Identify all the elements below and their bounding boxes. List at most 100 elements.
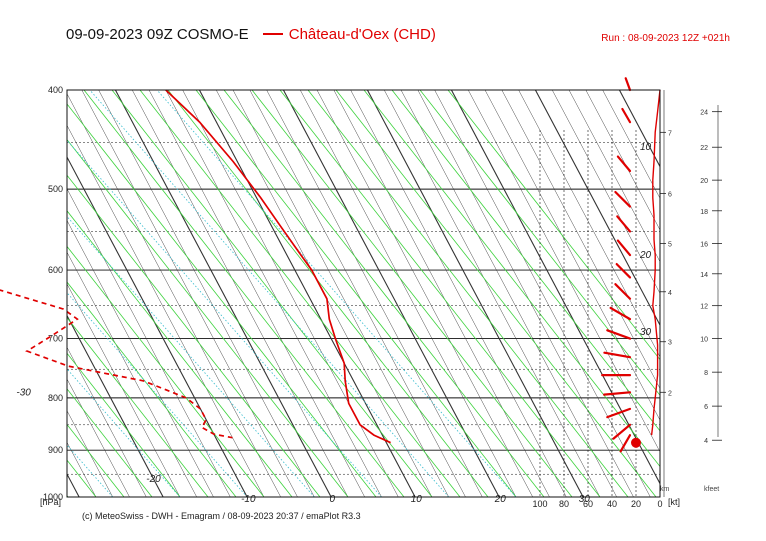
isotherm-line: [0, 90, 29, 497]
profile-line-dashed: [0, 289, 233, 439]
dry-adiabat-line: [195, 90, 517, 497]
dry-adiabat-line: [363, 90, 660, 468]
dry-adiabat-line: [67, 423, 125, 497]
title-station: Château-d'Oex (CHD): [288, 26, 436, 43]
isotherm-line: [67, 441, 97, 497]
dry-adiabat-line: [223, 90, 545, 497]
temperature-label: 0: [330, 494, 336, 505]
wind-speed-label: 20: [639, 250, 652, 261]
wind-barb: [624, 77, 632, 92]
isotherm-line: [132, 90, 349, 497]
wind-barb: [614, 283, 632, 300]
dry-adiabat-line: [111, 90, 433, 497]
dry-adiabat-line: [0, 90, 40, 497]
wind-barb: [609, 306, 632, 321]
isotherm-line: [417, 90, 634, 497]
mixing-ratio-line: [67, 444, 114, 497]
dry-adiabat-line: [447, 90, 660, 361]
isotherm-line: [552, 90, 660, 294]
wind-barb: [614, 190, 632, 208]
wind-barb: [621, 107, 632, 124]
dry-adiabat-line: [67, 352, 181, 497]
title-main: 09-09-2023 09Z COSMO-E: [66, 26, 249, 43]
run-label: Run : 08-09-2023 12Z +021h: [601, 33, 730, 44]
isotherm-line: [316, 90, 533, 497]
dry-adiabat-line: [67, 138, 349, 497]
isotherm-line: [114, 90, 332, 497]
dry-adiabat-line: [67, 245, 265, 497]
temperature-label: -20: [146, 474, 161, 485]
pressure-tick-label: 800: [48, 393, 63, 403]
dry-adiabat-line: [67, 388, 153, 497]
isotherm-line: [300, 90, 517, 497]
isotherm-line: [67, 124, 265, 497]
kfeet-tick-label: 24: [700, 110, 708, 117]
isotherm-line: [67, 251, 197, 497]
wind-barb: [616, 239, 632, 257]
wind-barb: [616, 215, 632, 233]
isotherm-line: [232, 90, 449, 497]
isotherm-line: [182, 90, 399, 497]
isotherm-line: [350, 90, 567, 497]
isotherm-line: [81, 90, 298, 497]
isotherm-line: [67, 410, 113, 497]
dry-adiabat-line: [67, 210, 293, 497]
km-tick-label: 5: [668, 241, 672, 248]
isotherm-line: [249, 90, 466, 497]
dry-adiabat-line: [279, 90, 601, 497]
mixing-ratio-line: [67, 215, 315, 497]
pressure-tick-label: 600: [48, 265, 63, 275]
kfeet-tick-label: 12: [700, 304, 708, 311]
chart-lines: [0, 90, 660, 497]
kfeet-unit: kfeet: [704, 486, 720, 493]
kfeet-tick-label: 22: [700, 145, 708, 152]
footer-credit: (c) MeteoSwiss - DWH - Emagram / 08-09-2…: [82, 511, 361, 521]
isotherm-line: [198, 90, 416, 497]
isotherm-line: [585, 90, 660, 231]
wind-barb: [616, 155, 632, 173]
wind-tick-label: 0: [657, 499, 662, 509]
isotherm-line: [333, 90, 550, 497]
wind-tick-label: 40: [607, 499, 617, 509]
kfeet-tick-label: 6: [704, 404, 708, 411]
wind-barb: [602, 391, 632, 396]
temperature-label: 20: [494, 494, 507, 505]
mixing-ratio-line: [0, 90, 46, 497]
dry-adiabat-line: [419, 90, 660, 396]
dry-adiabat-line: [335, 90, 657, 497]
pressure-tick-label: 400: [48, 85, 63, 95]
pressure-tick-label: 900: [48, 445, 63, 455]
kfeet-tick-label: 14: [700, 272, 708, 279]
wind-speed-label: 30: [640, 327, 652, 338]
kfeet-tick-label: 16: [700, 241, 708, 248]
isotherm-line: [282, 90, 500, 497]
km-tick-label: 7: [668, 130, 672, 137]
dry-adiabat-line: [307, 90, 629, 497]
mixing-ratio-line: [89, 90, 450, 497]
dry-adiabat-line: [167, 90, 489, 497]
temperature-label: 30: [579, 494, 591, 505]
wind-barb: [615, 263, 632, 279]
kfeet-tick-label: 8: [704, 370, 708, 377]
isotherm-line: [148, 90, 365, 497]
wind-barb: [612, 423, 632, 440]
isotherm-line: [602, 90, 660, 199]
profile-line-solid: [165, 89, 391, 444]
isotherm-line: [67, 188, 231, 497]
dry-adiabat-line: [391, 90, 660, 432]
wind-barb: [619, 434, 632, 453]
dry-adiabat-line: [67, 281, 237, 497]
dry-adiabat-line: [67, 103, 377, 497]
isotherm-line: [67, 283, 181, 497]
wind-barb: [606, 407, 632, 419]
mixing-ratio-line: [156, 90, 517, 497]
mixing-ratio-line: [67, 139, 382, 497]
wind-panel-lines: [539, 130, 661, 497]
dry-adiabat-line: [67, 317, 209, 497]
pressure-unit: [hPa]: [40, 497, 62, 507]
isotherm-line: [484, 90, 660, 421]
wind-barb: [603, 351, 632, 359]
wind-tick-label: 100: [532, 499, 547, 509]
dry-adiabat-line: [83, 90, 405, 497]
isotherm-line: [67, 93, 281, 497]
